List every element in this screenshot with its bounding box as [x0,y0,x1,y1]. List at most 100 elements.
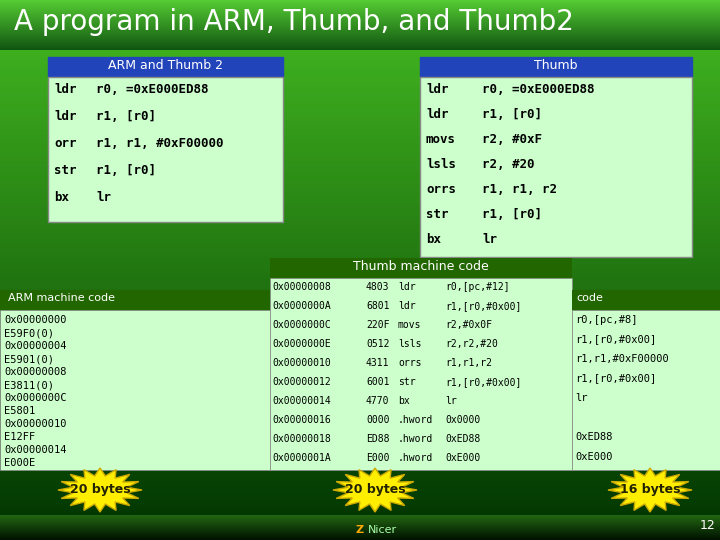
Text: bx: bx [54,191,69,204]
Text: 0000: 0000 [366,415,390,425]
Text: r1, [r0]: r1, [r0] [96,164,156,177]
Text: 0x0000000C: 0x0000000C [4,393,66,403]
Text: orrs: orrs [426,183,456,196]
Text: ldr: ldr [426,108,449,121]
FancyBboxPatch shape [270,258,572,278]
Text: 0x00000018: 0x00000018 [272,434,330,444]
Text: 0x0000001A: 0x0000001A [272,453,330,463]
Text: r1, r1, r2: r1, r1, r2 [482,183,557,196]
Text: 0x0000000A: 0x0000000A [272,301,330,311]
Text: 0xED88: 0xED88 [445,434,480,444]
Text: 0x00000000: 0x00000000 [4,315,66,325]
Text: r2,r2,#20: r2,r2,#20 [445,339,498,349]
Text: r1,r1,#0xF00000: r1,r1,#0xF00000 [575,354,669,364]
Text: E000E: E000E [4,458,35,468]
Text: r1,[r0,#0x00]: r1,[r0,#0x00] [575,374,656,383]
Text: .hword: .hword [398,415,433,425]
Text: 0x00000010: 0x00000010 [272,358,330,368]
Text: 0xE000: 0xE000 [445,453,480,463]
Text: 16 bytes: 16 bytes [620,483,680,496]
Text: orrs: orrs [398,358,421,368]
Text: r1, [r0]: r1, [r0] [482,108,542,121]
Text: .hword: .hword [398,434,433,444]
Text: 12: 12 [700,519,716,532]
Text: Thumb machine code: Thumb machine code [353,260,489,273]
Text: 0x00000010: 0x00000010 [4,419,66,429]
FancyBboxPatch shape [572,310,720,470]
Polygon shape [608,468,692,512]
Text: 0xED88: 0xED88 [575,432,613,442]
Text: ldr: ldr [54,110,76,123]
Text: 6001: 6001 [366,377,390,387]
Text: ldr: ldr [398,301,415,311]
Text: lr: lr [575,393,588,403]
Text: E59F0(0): E59F0(0) [4,328,54,338]
Text: code: code [576,293,603,303]
FancyBboxPatch shape [270,278,572,470]
Text: 0x00000016: 0x00000016 [272,415,330,425]
Text: r1,[r0,#0x00]: r1,[r0,#0x00] [575,334,656,345]
Text: 0xE000: 0xE000 [575,451,613,462]
Text: orr: orr [54,137,76,150]
Text: bx: bx [426,233,441,246]
Text: r1,r1,r2: r1,r1,r2 [445,358,492,368]
Text: ldr: ldr [54,83,76,96]
Text: 0x00000008: 0x00000008 [4,367,66,377]
Text: lr: lr [445,396,456,406]
Text: r0,[pc,#8]: r0,[pc,#8] [575,315,637,325]
Text: r2, #0xF: r2, #0xF [482,133,542,146]
Text: movs: movs [398,320,421,330]
Polygon shape [333,468,417,512]
Text: 0x0000000E: 0x0000000E [272,339,330,349]
Polygon shape [58,468,142,512]
Text: r0, =0xE000ED88: r0, =0xE000ED88 [482,83,595,96]
FancyBboxPatch shape [420,57,692,77]
FancyBboxPatch shape [48,77,283,222]
Text: r1, r1, #0xF00000: r1, r1, #0xF00000 [96,137,223,150]
Text: 0x0000000C: 0x0000000C [272,320,330,330]
Text: 4311: 4311 [366,358,390,368]
Text: movs: movs [426,133,456,146]
Text: 20 bytes: 20 bytes [70,483,130,496]
Text: 6801: 6801 [366,301,390,311]
Text: E000: E000 [366,453,390,463]
Text: 0x00000004: 0x00000004 [4,341,66,351]
Text: E12FF: E12FF [4,432,35,442]
FancyBboxPatch shape [572,290,720,310]
Text: ARM machine code: ARM machine code [8,293,115,303]
Text: r1,[r0,#0x00]: r1,[r0,#0x00] [445,377,521,387]
Text: 0x00000008: 0x00000008 [272,282,330,292]
Text: 220F: 220F [366,320,390,330]
Text: r1, [r0]: r1, [r0] [96,110,156,123]
Text: r1, [r0]: r1, [r0] [482,208,542,221]
Text: lsls: lsls [398,339,421,349]
Text: str: str [426,208,449,221]
Text: r0, =0xE000ED88: r0, =0xE000ED88 [96,83,209,96]
Text: str: str [398,377,415,387]
Text: ARM and Thumb 2: ARM and Thumb 2 [108,59,223,72]
Text: 0x00000014: 0x00000014 [272,396,330,406]
Text: E5901(0): E5901(0) [4,354,54,364]
Text: 20 bytes: 20 bytes [345,483,405,496]
Text: .hword: .hword [398,453,433,463]
Text: 4803: 4803 [366,282,390,292]
FancyBboxPatch shape [48,57,283,77]
Text: r2,#0x0F: r2,#0x0F [445,320,492,330]
Text: E5801: E5801 [4,406,35,416]
Text: Thumb: Thumb [534,59,577,72]
Text: r1,[r0,#0x00]: r1,[r0,#0x00] [445,301,521,311]
Text: Z: Z [356,525,364,535]
Text: lsls: lsls [426,158,456,171]
Text: r2, #20: r2, #20 [482,158,534,171]
Text: bx: bx [398,396,410,406]
FancyBboxPatch shape [0,290,270,310]
Text: 0x00000014: 0x00000014 [4,445,66,455]
Text: 0512: 0512 [366,339,390,349]
Text: ldr: ldr [398,282,415,292]
Text: 0x00000012: 0x00000012 [272,377,330,387]
Text: lr: lr [482,233,497,246]
Text: r0,[pc,#12]: r0,[pc,#12] [445,282,510,292]
Text: 4770: 4770 [366,396,390,406]
Text: Nicer: Nicer [368,525,397,535]
Text: lr: lr [96,191,111,204]
